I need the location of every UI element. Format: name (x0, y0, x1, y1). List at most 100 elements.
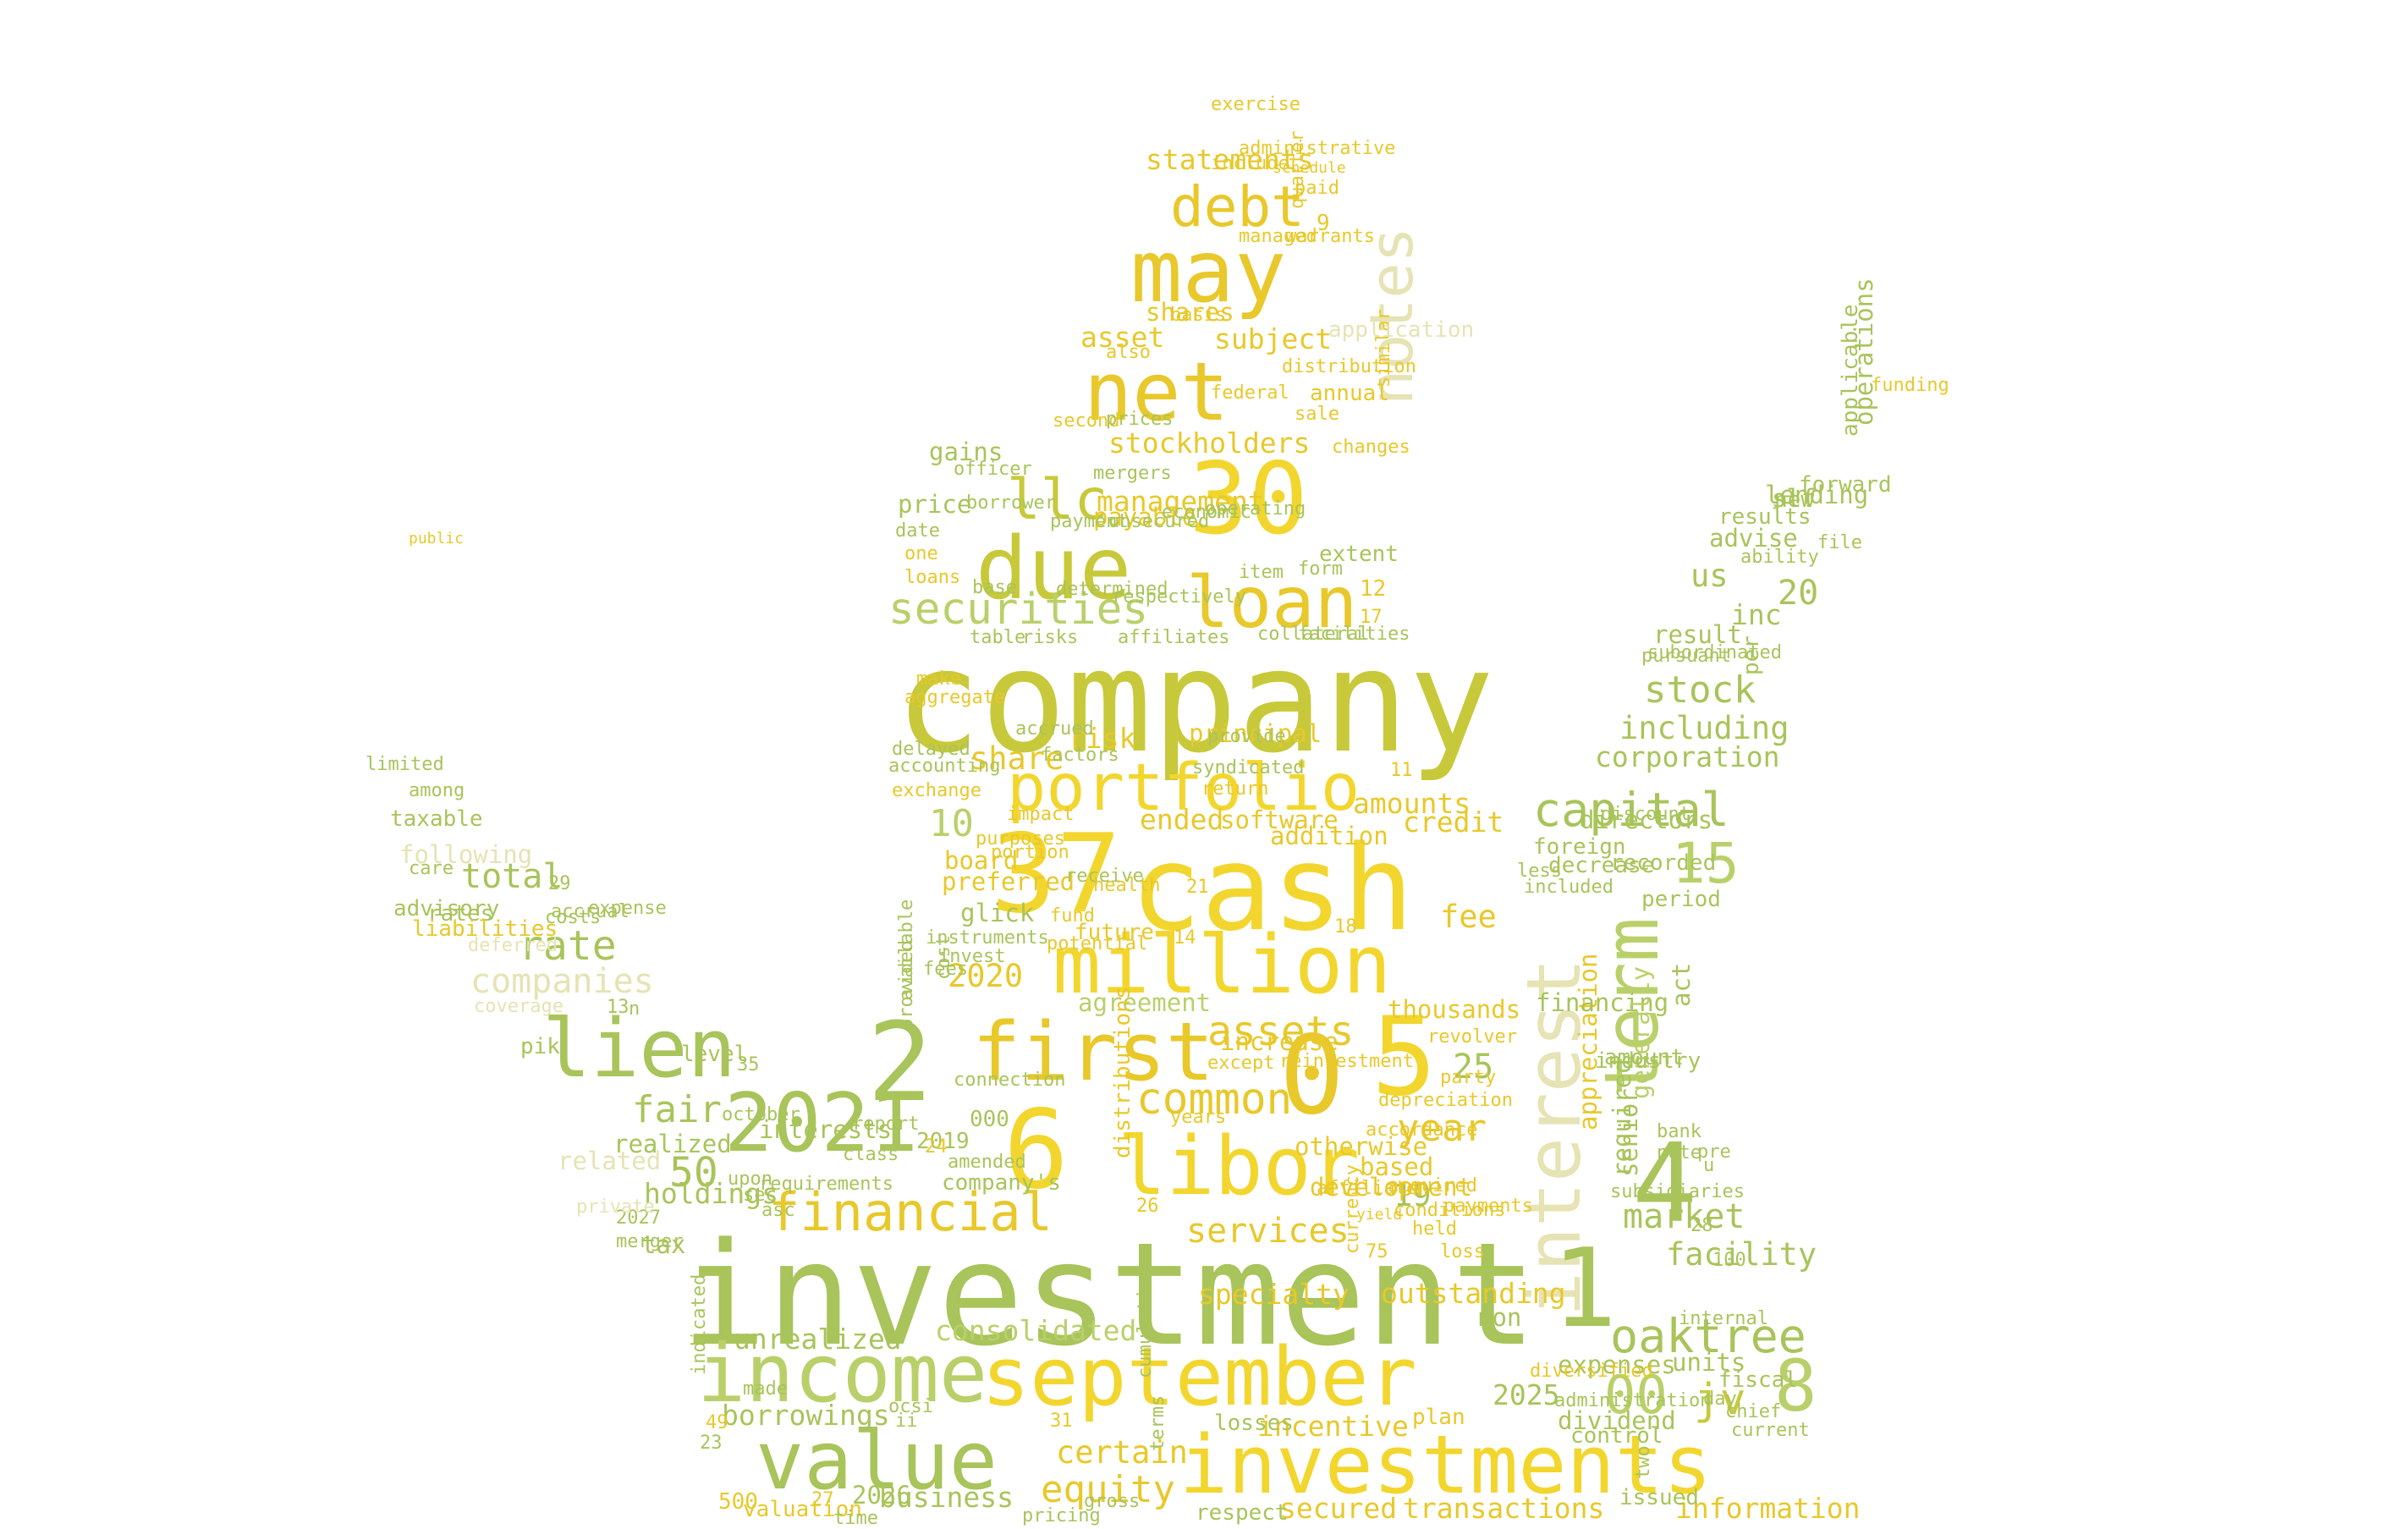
cloud-word: risk (1069, 722, 1136, 755)
cloud-word: 50 (669, 1149, 718, 1196)
cloud-word: results (1718, 504, 1811, 530)
cloud-word: syndicated (1192, 757, 1305, 778)
cloud-word: cumulative (1135, 1266, 1156, 1378)
cloud-word: terms (1147, 1394, 1168, 1451)
cloud-word: debt (1170, 174, 1305, 239)
cloud-word: payments (1443, 1196, 1533, 1217)
cloud-word: specialty (1198, 1278, 1350, 1311)
cloud-word: act (1667, 962, 1696, 1007)
cloud-word: 00 (1604, 1364, 1668, 1426)
cloud-word: facility (1666, 1236, 1817, 1273)
cloud-word: 15 (1672, 831, 1740, 896)
cloud-word: public (409, 530, 465, 547)
cloud-word: may (1130, 222, 1287, 322)
cloud-word: market (1623, 1197, 1746, 1236)
cloud-word: amounts (1353, 787, 1471, 820)
cloud-word: software (1220, 806, 1339, 834)
cloud-word: subsidiaries (1610, 1181, 1745, 1202)
cloud-word: pik (520, 1034, 560, 1059)
cloud-word: class (843, 1144, 899, 1165)
cloud-word: n (629, 998, 640, 1020)
cloud-word: us (1691, 558, 1729, 594)
cloud-word: equity (1041, 1468, 1175, 1511)
cloud-word: 2 (867, 1000, 933, 1126)
cloud-word: payable (1093, 503, 1197, 531)
cloud-word: fiscal (1718, 1367, 1798, 1393)
cloud-word: transactions (1403, 1492, 1605, 1525)
cloud-word: related (558, 1147, 662, 1175)
cloud-word: sec (743, 1185, 777, 1206)
cloud-word: 13 (607, 997, 629, 1018)
cloud-word: 30 (1189, 441, 1308, 557)
cloud-word: investments (1179, 1419, 1713, 1512)
cloud-word: libor (1118, 1120, 1360, 1213)
cloud-word: upon (728, 1169, 772, 1190)
cloud-word: second (1053, 410, 1120, 432)
cloud-word: cash (1130, 820, 1414, 957)
cloud-word: stock (1644, 668, 1757, 712)
cloud-word: foreign (1533, 834, 1626, 860)
cloud-word: economic (1162, 502, 1251, 523)
cloud-word: unrealized (734, 1323, 902, 1356)
cloud-word: exercise (1211, 94, 1300, 115)
cloud-word: collateral (1257, 624, 1370, 645)
cloud-word: outstanding (1381, 1277, 1566, 1310)
cloud-word: jv (1694, 1375, 1746, 1425)
cloud-word: prices (1106, 409, 1174, 430)
cloud-word: current (1731, 1420, 1810, 1441)
cloud-word: interests (759, 1115, 893, 1144)
cloud-word: years (1170, 1107, 1227, 1128)
cloud-word: 19 (1394, 1177, 1432, 1213)
cloud-word: conditions (1394, 1200, 1506, 1221)
cloud-word: securities (888, 585, 1149, 635)
cloud-word: year (1397, 1107, 1487, 1150)
cloud-word: 35 (737, 1054, 760, 1075)
cloud-word: internal (1679, 1308, 1768, 1329)
cloud-word: rates (427, 901, 494, 927)
cloud-word: business (879, 1481, 1014, 1514)
cloud-word: rate (519, 922, 617, 970)
cloud-word: board (944, 846, 1019, 875)
cloud-word: paid (1295, 178, 1339, 199)
cloud-word: payment (1050, 511, 1129, 532)
cloud-word: advisory (393, 896, 500, 921)
cloud-word: fair (632, 1088, 722, 1131)
cloud-word: exchange (892, 780, 981, 801)
cloud-word: factors (1041, 745, 1119, 766)
cloud-word: dividend (1558, 1406, 1676, 1435)
cloud-word: shares (1146, 298, 1234, 327)
cloud-word: consolidated (935, 1314, 1137, 1347)
cloud-word: principal (1189, 719, 1322, 748)
cloud-word: pre (1697, 1141, 1731, 1163)
cloud-word: sale (1295, 404, 1339, 425)
cloud-word: annual (1310, 381, 1389, 406)
cloud-word: private (576, 1196, 655, 1218)
cloud-word: price (898, 490, 972, 519)
cloud-word: preferred (942, 867, 1075, 896)
cloud-word: discount (1601, 804, 1691, 825)
cloud-word: 2027 (616, 1207, 661, 1229)
cloud-word: date (895, 520, 940, 542)
cloud-word: company (895, 619, 1495, 784)
cloud-word: 2026 (852, 1481, 911, 1510)
cloud-word: time (833, 1508, 878, 1529)
cloud-word: purposes (976, 828, 1065, 850)
cloud-word: units (1672, 1348, 1746, 1377)
cloud-word: 28 (1691, 1215, 1713, 1236)
cloud-word: two (1633, 1445, 1654, 1479)
cloud-word: glick (960, 899, 1035, 927)
cloud-word: lien (542, 1003, 736, 1096)
cloud-word: issued (1619, 1485, 1699, 1510)
cloud-word: 29 (548, 873, 571, 894)
cloud-word: affiliate (1317, 1178, 1418, 1199)
cloud-word: revolver (1427, 1026, 1517, 1048)
cloud-word: share (970, 740, 1064, 777)
cloud-word: investment (681, 1212, 1537, 1378)
cloud-word: form (1298, 558, 1343, 580)
cloud-word: 49 (706, 1412, 728, 1433)
cloud-word: holdings (644, 1177, 778, 1210)
cloud-word: 000 (970, 1107, 1009, 1132)
cloud-word: federal (1211, 382, 1289, 404)
cloud-word: pursuant (1641, 646, 1731, 667)
cloud-word: 0 (1279, 1013, 1345, 1139)
